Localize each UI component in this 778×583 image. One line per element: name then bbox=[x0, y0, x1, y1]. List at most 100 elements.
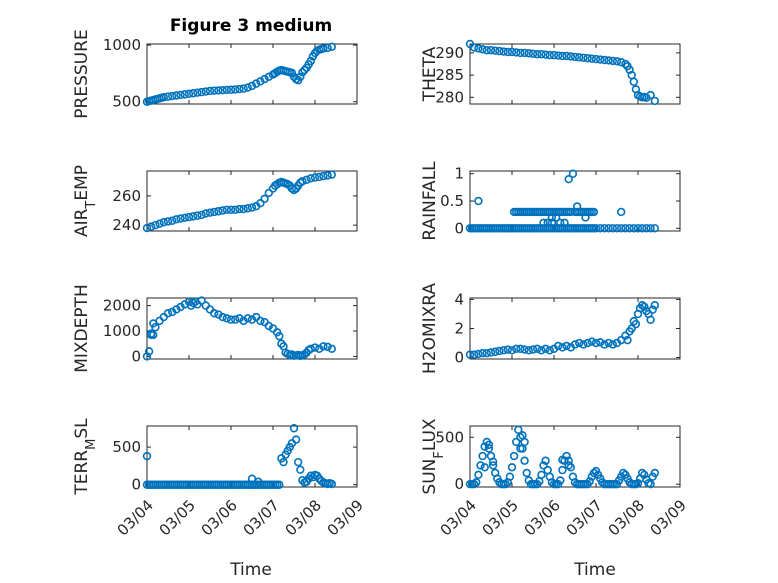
data-point bbox=[197, 296, 206, 305]
data-point bbox=[646, 90, 655, 100]
data-point bbox=[484, 440, 494, 449]
data-point bbox=[218, 206, 227, 215]
data-point bbox=[541, 50, 550, 59]
data-point bbox=[612, 57, 622, 66]
data-point bbox=[507, 346, 517, 355]
data-point bbox=[537, 470, 546, 479]
data-point bbox=[222, 314, 232, 323]
y-tick-label: 0 bbox=[131, 476, 141, 494]
data-point bbox=[541, 456, 550, 465]
data-point bbox=[180, 213, 190, 223]
y-axis-label: AIRTEMP bbox=[72, 165, 99, 237]
y-tick-label: 0 bbox=[454, 349, 464, 367]
y-tick-label: 2000 bbox=[103, 297, 141, 315]
data-point bbox=[532, 344, 542, 354]
series-markers bbox=[142, 296, 336, 361]
data-point bbox=[616, 58, 626, 67]
data-point bbox=[604, 338, 613, 348]
y-axis-label: MIXDEPTH bbox=[72, 284, 92, 373]
data-point bbox=[499, 47, 508, 56]
data-point bbox=[551, 213, 561, 222]
series-markers bbox=[465, 169, 659, 233]
data-point bbox=[144, 347, 154, 356]
data-point bbox=[537, 346, 546, 355]
data-point bbox=[528, 49, 538, 58]
data-point bbox=[168, 91, 177, 101]
data-point bbox=[327, 170, 336, 179]
data-point bbox=[243, 204, 253, 213]
data-point bbox=[275, 480, 284, 489]
data-point bbox=[289, 424, 299, 433]
data-point bbox=[648, 305, 657, 314]
y-tick-label: 260 bbox=[112, 187, 141, 205]
data-point bbox=[327, 344, 336, 354]
data-point bbox=[478, 451, 487, 461]
y-tick-label: 2 bbox=[454, 320, 464, 338]
data-point bbox=[595, 55, 605, 64]
data-point bbox=[619, 468, 628, 478]
data-point bbox=[478, 348, 487, 358]
data-point bbox=[319, 44, 328, 53]
data-point bbox=[520, 456, 529, 465]
data-point bbox=[625, 224, 634, 233]
data-point bbox=[566, 52, 575, 61]
data-point bbox=[214, 86, 223, 95]
data-point bbox=[310, 173, 320, 182]
data-point bbox=[155, 219, 164, 228]
data-point bbox=[558, 455, 567, 464]
x-tick-label: 03/06 bbox=[198, 496, 241, 539]
data-point bbox=[570, 340, 580, 349]
y-tick-label: 1000 bbox=[103, 36, 141, 54]
data-point bbox=[168, 216, 177, 225]
data-point bbox=[226, 205, 236, 214]
x-tick-label: 03/09 bbox=[324, 496, 367, 539]
data-point bbox=[650, 96, 659, 106]
data-point bbox=[176, 90, 185, 100]
data-point bbox=[549, 50, 559, 60]
y-tick-label: 290 bbox=[435, 44, 464, 62]
data-point bbox=[482, 348, 491, 358]
data-point bbox=[159, 93, 169, 102]
data-point bbox=[235, 84, 244, 94]
y-tick-label: 500 bbox=[112, 93, 141, 111]
data-point bbox=[488, 461, 498, 470]
data-point bbox=[558, 343, 567, 352]
data-point bbox=[574, 338, 584, 348]
data-point bbox=[560, 218, 569, 228]
data-point bbox=[604, 224, 613, 233]
data-point bbox=[516, 344, 525, 354]
data-point bbox=[256, 198, 265, 208]
x-tick-label: 03/08 bbox=[605, 496, 648, 539]
data-point bbox=[474, 470, 483, 479]
data-point bbox=[218, 312, 227, 322]
data-point bbox=[260, 194, 269, 204]
data-point bbox=[302, 175, 311, 184]
data-point bbox=[298, 177, 307, 186]
axes-frame bbox=[146, 43, 358, 105]
y-axis-label: SUNFLUX bbox=[420, 418, 447, 495]
data-point bbox=[604, 56, 613, 65]
data-point bbox=[205, 208, 215, 217]
data-point bbox=[142, 451, 152, 461]
data-point bbox=[231, 205, 240, 214]
data-point bbox=[579, 53, 588, 62]
data-point bbox=[574, 53, 584, 62]
axes-frame bbox=[469, 425, 681, 488]
data-point bbox=[243, 83, 253, 92]
data-point bbox=[306, 174, 315, 183]
data-point bbox=[327, 42, 336, 52]
data-point bbox=[537, 50, 546, 59]
data-point bbox=[176, 214, 185, 223]
data-point bbox=[564, 461, 573, 470]
data-point bbox=[323, 171, 332, 180]
data-point bbox=[558, 51, 567, 61]
data-point bbox=[520, 437, 529, 447]
data-point bbox=[640, 302, 649, 311]
data-point bbox=[650, 301, 659, 310]
x-axis-label-right: Time bbox=[573, 560, 616, 580]
data-point bbox=[222, 205, 232, 214]
data-point bbox=[201, 87, 211, 96]
data-point bbox=[264, 188, 273, 198]
series-markers bbox=[465, 39, 659, 106]
